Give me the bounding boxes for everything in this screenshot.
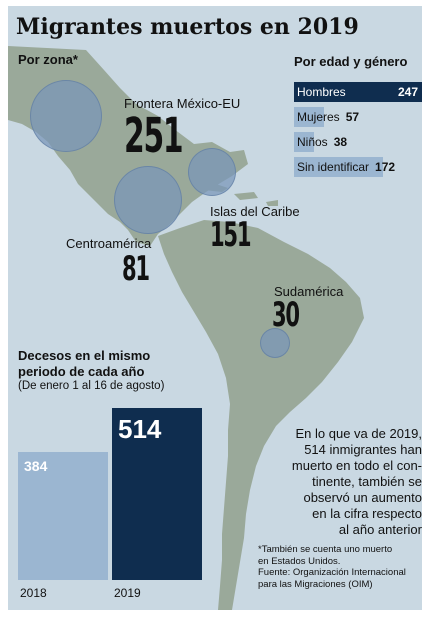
summary-note-line: en la cifra respecto: [312, 506, 422, 521]
bar-value: 57: [345, 110, 360, 124]
south-america-landmass: [158, 220, 364, 610]
same-period-heading-line2: periodo de cada año: [18, 364, 145, 379]
summary-note-line: al año anterior: [338, 522, 422, 537]
year-label-2018: 2018: [20, 586, 47, 600]
footnote-line: Fuente: Organización Internacional: [258, 567, 406, 578]
bar-value: 247: [397, 85, 418, 99]
age-gender-heading: Por edad y género: [294, 54, 408, 69]
zone-label-frontera: Frontera México-EU: [124, 96, 241, 111]
zone-label-centroamerica: Centroamérica: [66, 236, 152, 251]
zone-value-caribe: 151: [210, 215, 252, 255]
infographic-canvas: Migrantes muertos en 2019 Por zona* Por …: [8, 6, 422, 610]
bar-sin-identificar: Sin identificar 172: [294, 157, 395, 177]
bar-value: 172: [375, 160, 396, 174]
bar-niños: Niños 38: [294, 132, 347, 152]
same-period-heading-line1: Decesos en el mismo: [18, 348, 151, 363]
bar-label: Sin identificar: [297, 160, 370, 174]
zone-value-centroamerica: 81: [122, 249, 150, 289]
bar-value-2018: 384: [24, 458, 48, 474]
summary-note-line: tinente, también se: [312, 474, 422, 489]
bar-label: Hombres: [297, 85, 346, 99]
zone-circle-caribe: [188, 148, 236, 196]
summary-note-line: observó un aumento: [303, 490, 422, 505]
bar-value: 38: [333, 135, 348, 149]
zone-label-sudamerica: Sudamérica: [274, 284, 344, 299]
bar-value-2019: 514: [118, 414, 162, 444]
same-period-range: (De enero 1 al 16 de agosto): [18, 380, 165, 392]
year-label-2019: 2019: [114, 586, 141, 600]
bar-mujeres: Mujeres 57: [294, 107, 359, 127]
footnote-line: *También se cuenta uno muerto: [258, 544, 393, 555]
summary-note-line: muerto en todo el con-: [291, 458, 422, 473]
bar-hombres: Hombres 247: [294, 82, 422, 102]
footnote: *También se cuenta uno muerto en Estados…: [258, 544, 418, 590]
zone-section-heading: Por zona*: [18, 52, 78, 67]
footnote-line: para las Migraciones (OIM): [258, 578, 373, 590]
zone-value-frontera: 251: [124, 108, 184, 164]
bar-2019: [112, 408, 202, 580]
summary-note-line: En lo que va de 2019,: [295, 426, 423, 441]
footnote-line: en Estados Unidos.: [258, 555, 341, 567]
zone-circle-sudamerica: [260, 328, 290, 358]
bar-label: Niños: [297, 135, 328, 149]
summary-note-line: 514 inmigrantes han: [304, 442, 422, 457]
bar-2018: [18, 452, 108, 580]
page-title: Migrantes muertos en 2019: [16, 14, 359, 40]
zone-circle-frontera: [30, 80, 102, 152]
zone-value-sudamerica: 30: [272, 295, 300, 335]
zone-circle-centroamerica: [114, 166, 182, 234]
bar-label: Mujeres: [297, 110, 340, 124]
summary-note: En lo que va de 2019, 514 inmigrantes ha…: [278, 426, 422, 538]
zone-label-caribe: Islas del Caribe: [210, 204, 300, 219]
